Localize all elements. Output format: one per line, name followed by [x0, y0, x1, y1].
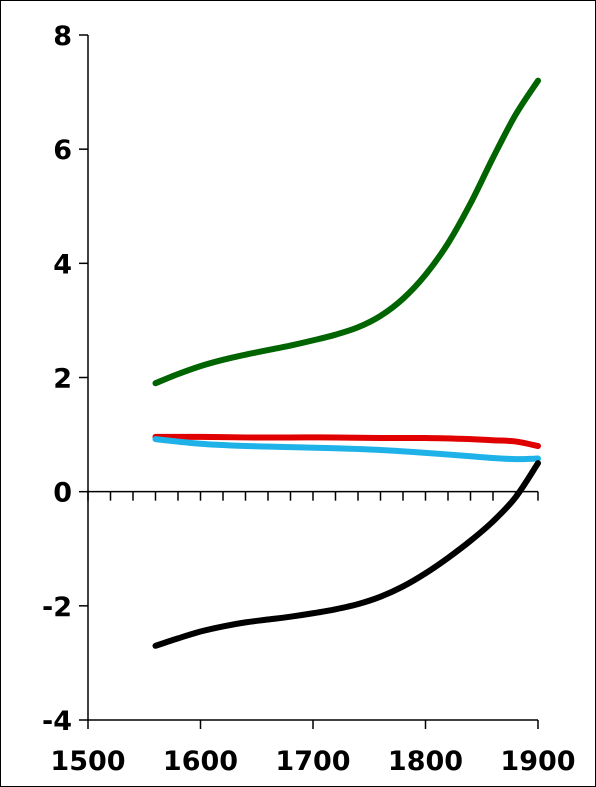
- y-tick-label: 6: [53, 135, 72, 166]
- y-tick-label: -4: [42, 706, 72, 737]
- tick-labels-layer: 8 6 4 2 0 -2 -4 1500 1600 1700 1800 1900: [42, 21, 576, 777]
- series-line-2: [152, 433, 541, 449]
- series-line-3: [152, 436, 541, 463]
- y-tick-label: -2: [42, 592, 72, 623]
- axes-layer: [79, 34, 539, 729]
- x-tick-label: 1800: [388, 746, 463, 777]
- series-line-1: [152, 77, 541, 387]
- y-tick-label: 4: [53, 249, 72, 280]
- x-tick-label: 1500: [50, 746, 125, 777]
- y-tick-label: 2: [53, 364, 72, 395]
- x-tick-label: 1600: [163, 746, 238, 777]
- y-tick-label: 8: [53, 21, 72, 52]
- series-line-4: [152, 460, 541, 649]
- x-tick-label: 1900: [500, 746, 575, 777]
- x-tick-label: 1700: [275, 746, 350, 777]
- series-layer: [152, 77, 541, 649]
- y-tick-label: 0: [53, 478, 72, 509]
